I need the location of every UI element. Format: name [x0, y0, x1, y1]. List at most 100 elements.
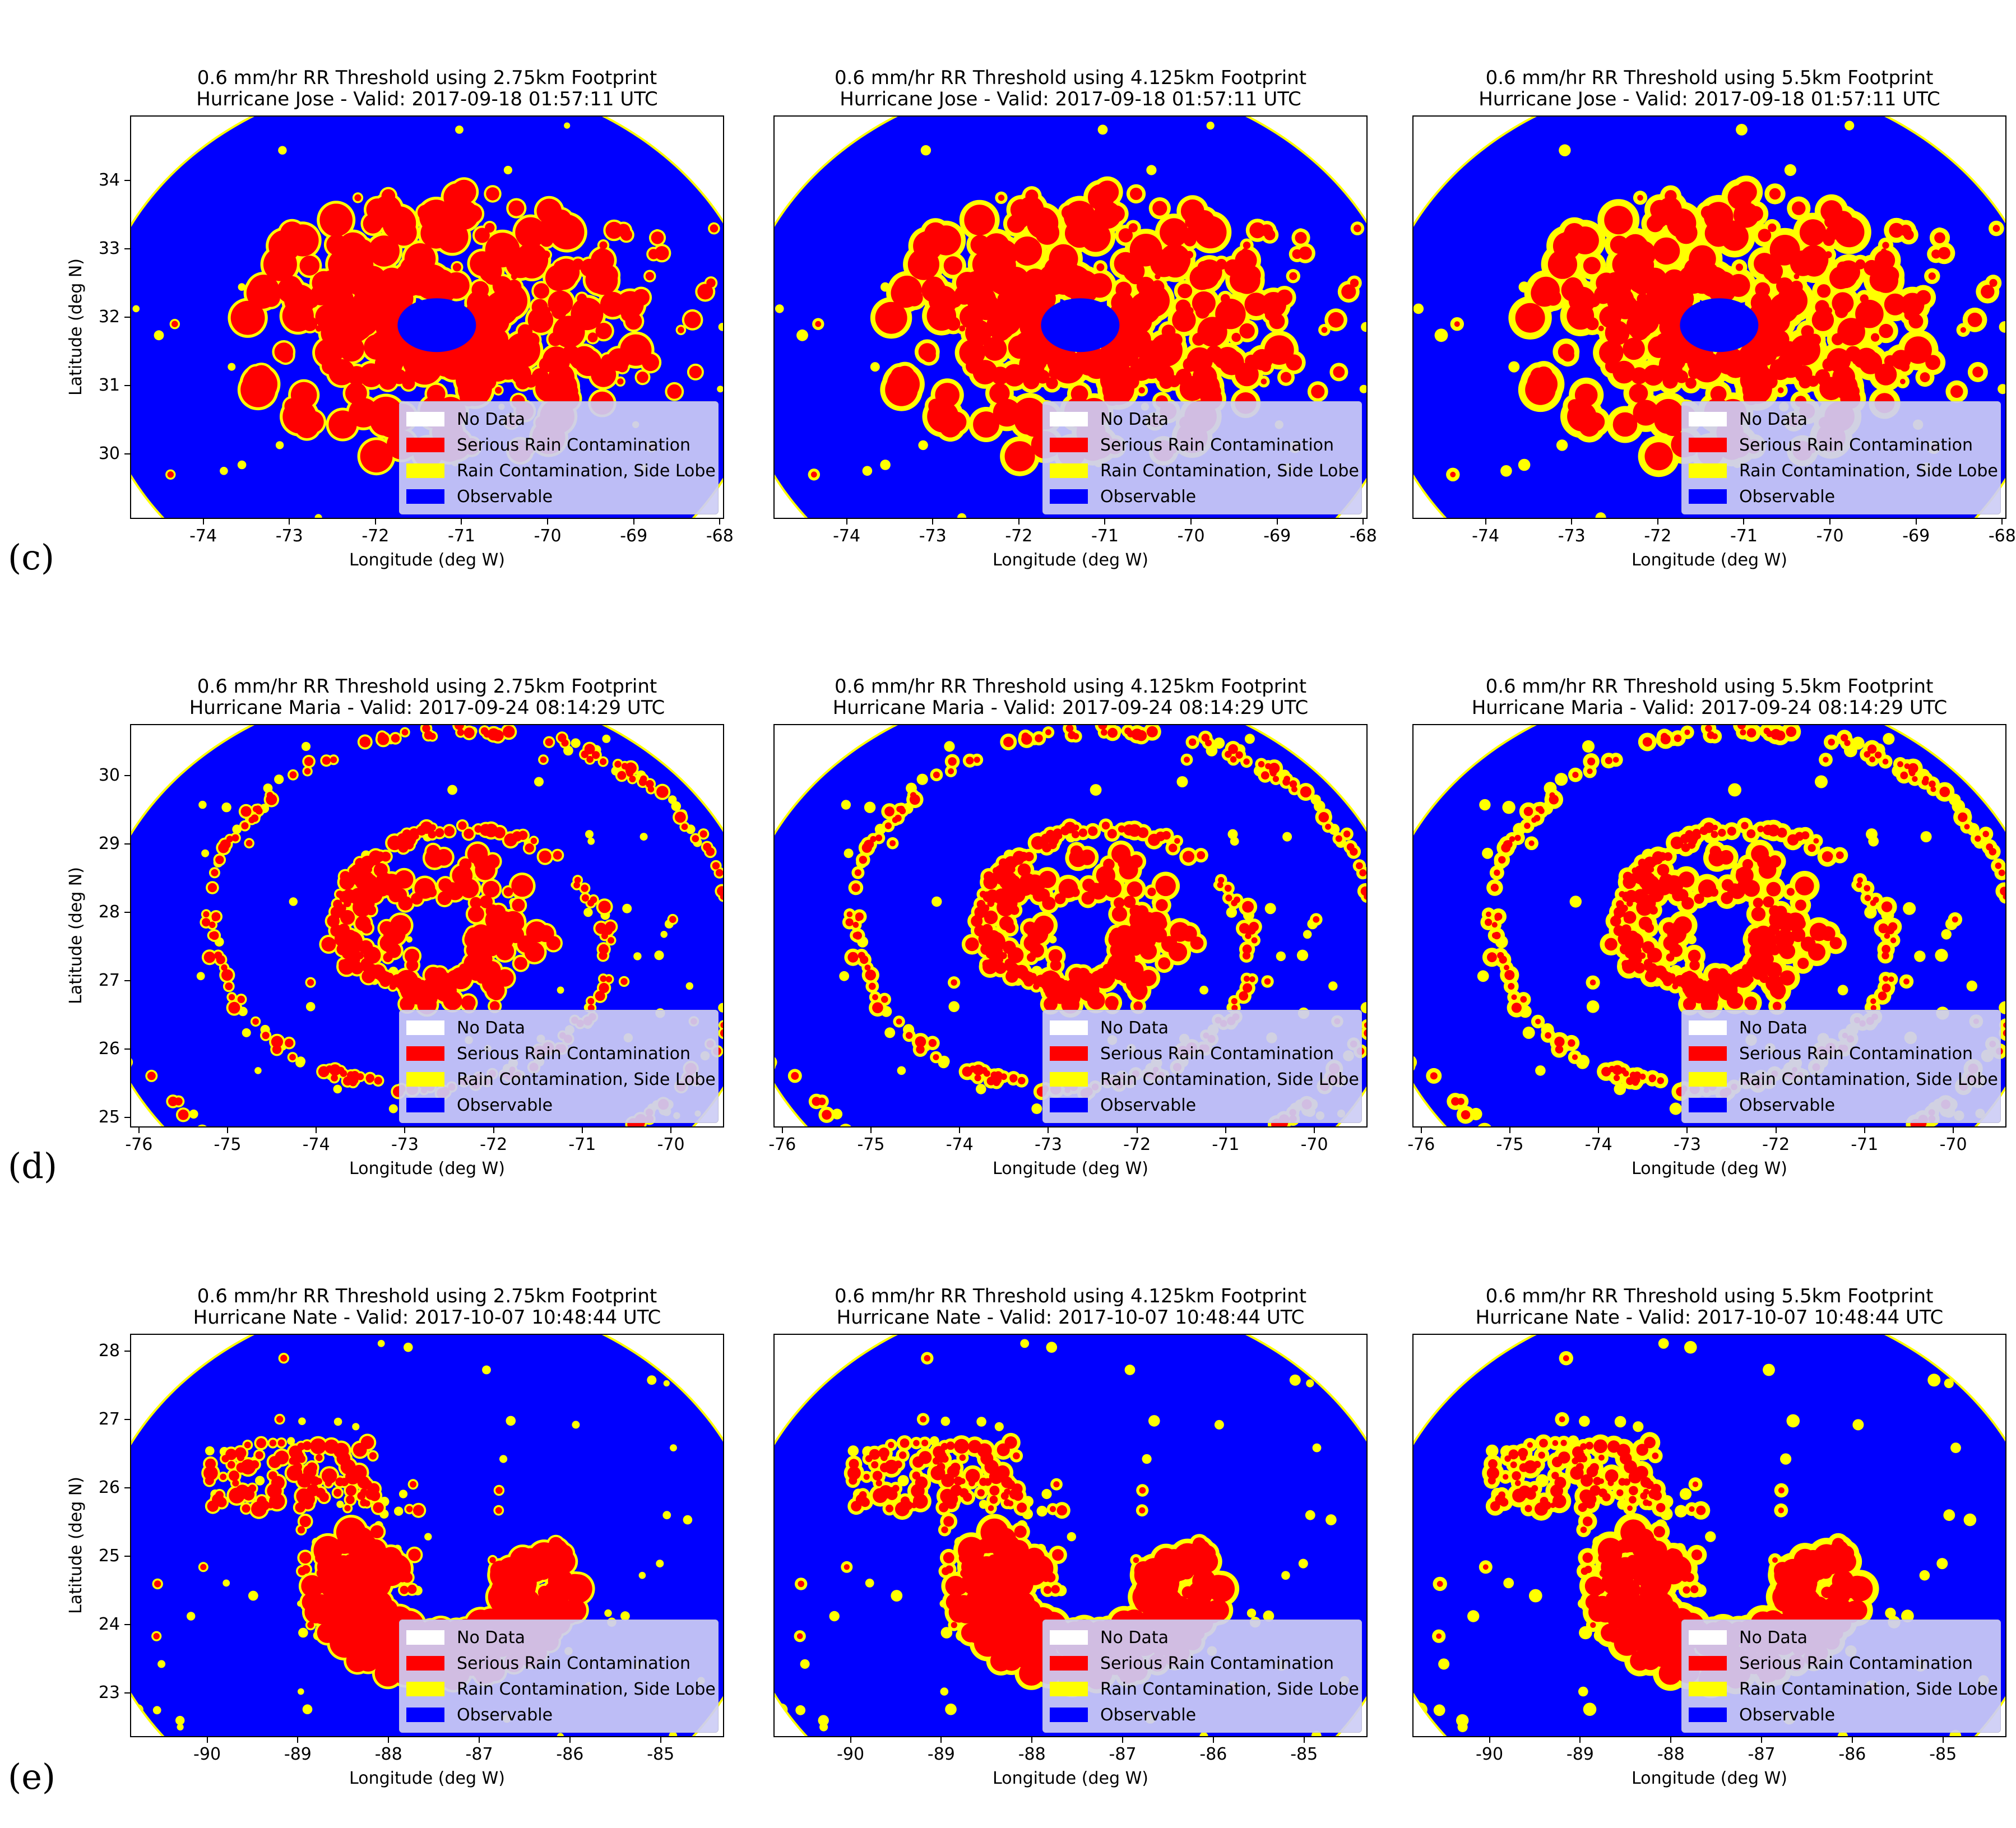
x-tick-mark: [932, 519, 934, 525]
serious-cell: [1258, 760, 1265, 768]
x-tick-label: -68: [706, 526, 734, 546]
side-lobe-cell: [314, 514, 322, 518]
serious-cell: [1009, 1074, 1018, 1083]
serious-cell: [884, 806, 895, 816]
serious-cell: [1768, 223, 1777, 232]
serious-cell: [1687, 288, 1694, 295]
x-tick-mark: [404, 1128, 406, 1133]
serious-cell: [345, 239, 376, 269]
x-tick-label: -73: [391, 1135, 419, 1154]
serious-cell: [1752, 302, 1770, 320]
serious-cell: [872, 994, 878, 1000]
legend-swatch-observable: [406, 1098, 444, 1112]
side-lobe-cell: [1559, 144, 1571, 156]
y-tick-mark: [124, 248, 130, 249]
serious-cell: [1156, 899, 1168, 911]
y-tick-label: 31: [98, 375, 120, 396]
serious-cell: [1189, 738, 1197, 746]
panel-subtitle: Hurricane Jose - Valid: 2017-09-18 01:57…: [196, 88, 658, 110]
storm-eye: [1041, 298, 1120, 352]
legend-label: Serious Rain Contamination: [1739, 435, 1973, 455]
side-lobe-cell: [305, 1002, 316, 1012]
serious-cell: [1242, 901, 1254, 913]
serious-cell: [989, 239, 1018, 268]
side-lobe-cell: [221, 802, 231, 813]
serious-cell: [933, 771, 940, 778]
serious-cell: [539, 850, 551, 863]
side-lobe-cell: [976, 1084, 986, 1094]
serious-cell: [263, 247, 297, 281]
x-tick-mark: [1018, 519, 1019, 525]
serious-cell: [1647, 288, 1658, 299]
serious-cell: [1704, 220, 1730, 246]
serious-cell: [507, 280, 522, 295]
serious-cell: [460, 350, 470, 360]
x-tick-mark: [1657, 519, 1658, 525]
legend-entry-no-data: No Data: [1689, 406, 1994, 432]
legend-swatch-serious-rain: [406, 438, 444, 452]
serious-cell: [1598, 326, 1604, 332]
x-tick-mark: [581, 1128, 583, 1133]
serious-cell: [1107, 727, 1118, 738]
serious-cell: [364, 247, 375, 258]
serious-cell: [1022, 285, 1034, 297]
serious-cell: [907, 248, 939, 280]
serious-cell: [1264, 978, 1271, 985]
serious-cell: [656, 786, 669, 798]
serious-cell: [420, 219, 449, 248]
serious-cell: [1195, 304, 1210, 319]
serious-cell: [1586, 317, 1599, 331]
serious-cell: [479, 895, 493, 908]
x-tick-mark: [1276, 519, 1278, 525]
x-tick-mark: [1571, 519, 1573, 525]
serious-cell: [476, 973, 488, 984]
legend-label: No Data: [1739, 409, 1808, 429]
serious-cell: [1213, 356, 1221, 365]
serious-cell: [1333, 366, 1345, 378]
legend-swatch-no-data: [1050, 412, 1088, 426]
serious-cell: [503, 294, 512, 303]
legend-entry-rain-side-lobe: Rain Contamination, Side Lobe: [1050, 458, 1359, 484]
serious-cell: [1243, 758, 1250, 765]
serious-cell: [401, 729, 409, 736]
serious-cell: [997, 293, 1011, 305]
x-tick-label: -72: [1644, 526, 1672, 546]
serious-cell: [346, 1072, 358, 1083]
serious-cell: [599, 951, 608, 960]
serious-cell: [1654, 407, 1681, 434]
serious-cell: [1269, 769, 1277, 777]
serious-cell: [1056, 833, 1063, 839]
side-lobe-cell: [1508, 361, 1520, 373]
serious-cell: [1245, 932, 1252, 939]
serious-cell: [1185, 250, 1193, 259]
serious-cell: [365, 1074, 374, 1083]
serious-cell: [1530, 367, 1547, 384]
serious-cell: [330, 756, 337, 763]
serious-cell: [1251, 937, 1258, 944]
side-lobe-cell: [289, 897, 298, 906]
serious-cell: [572, 258, 584, 270]
serious-cell: [1007, 287, 1019, 300]
side-lobe-cell: [844, 848, 854, 859]
serious-cell: [1343, 831, 1351, 838]
x-tick-label: -68: [1988, 526, 2016, 546]
x-tick-mark: [781, 1128, 783, 1133]
serious-cell: [1545, 289, 1561, 306]
serious-cell: [815, 321, 822, 327]
y-tick-mark: [124, 385, 130, 387]
serious-cell: [230, 300, 265, 335]
x-tick-mark: [547, 519, 549, 525]
side-lobe-cell: [278, 146, 287, 155]
serious-cell: [278, 347, 293, 363]
serious-cell: [515, 217, 546, 248]
serious-cell: [389, 977, 400, 987]
serious-cell: [706, 278, 716, 288]
side-lobe-cell: [189, 1109, 198, 1119]
x-tick-label: -70: [657, 1135, 685, 1154]
legend-swatch-rain-side-lobe: [1050, 1072, 1088, 1087]
legend-label: Rain Contamination, Side Lobe: [1739, 461, 1998, 481]
serious-cell: [1244, 926, 1252, 934]
serious-cell: [1216, 259, 1227, 270]
serious-cell: [1515, 303, 1545, 333]
serious-cell: [599, 241, 608, 249]
